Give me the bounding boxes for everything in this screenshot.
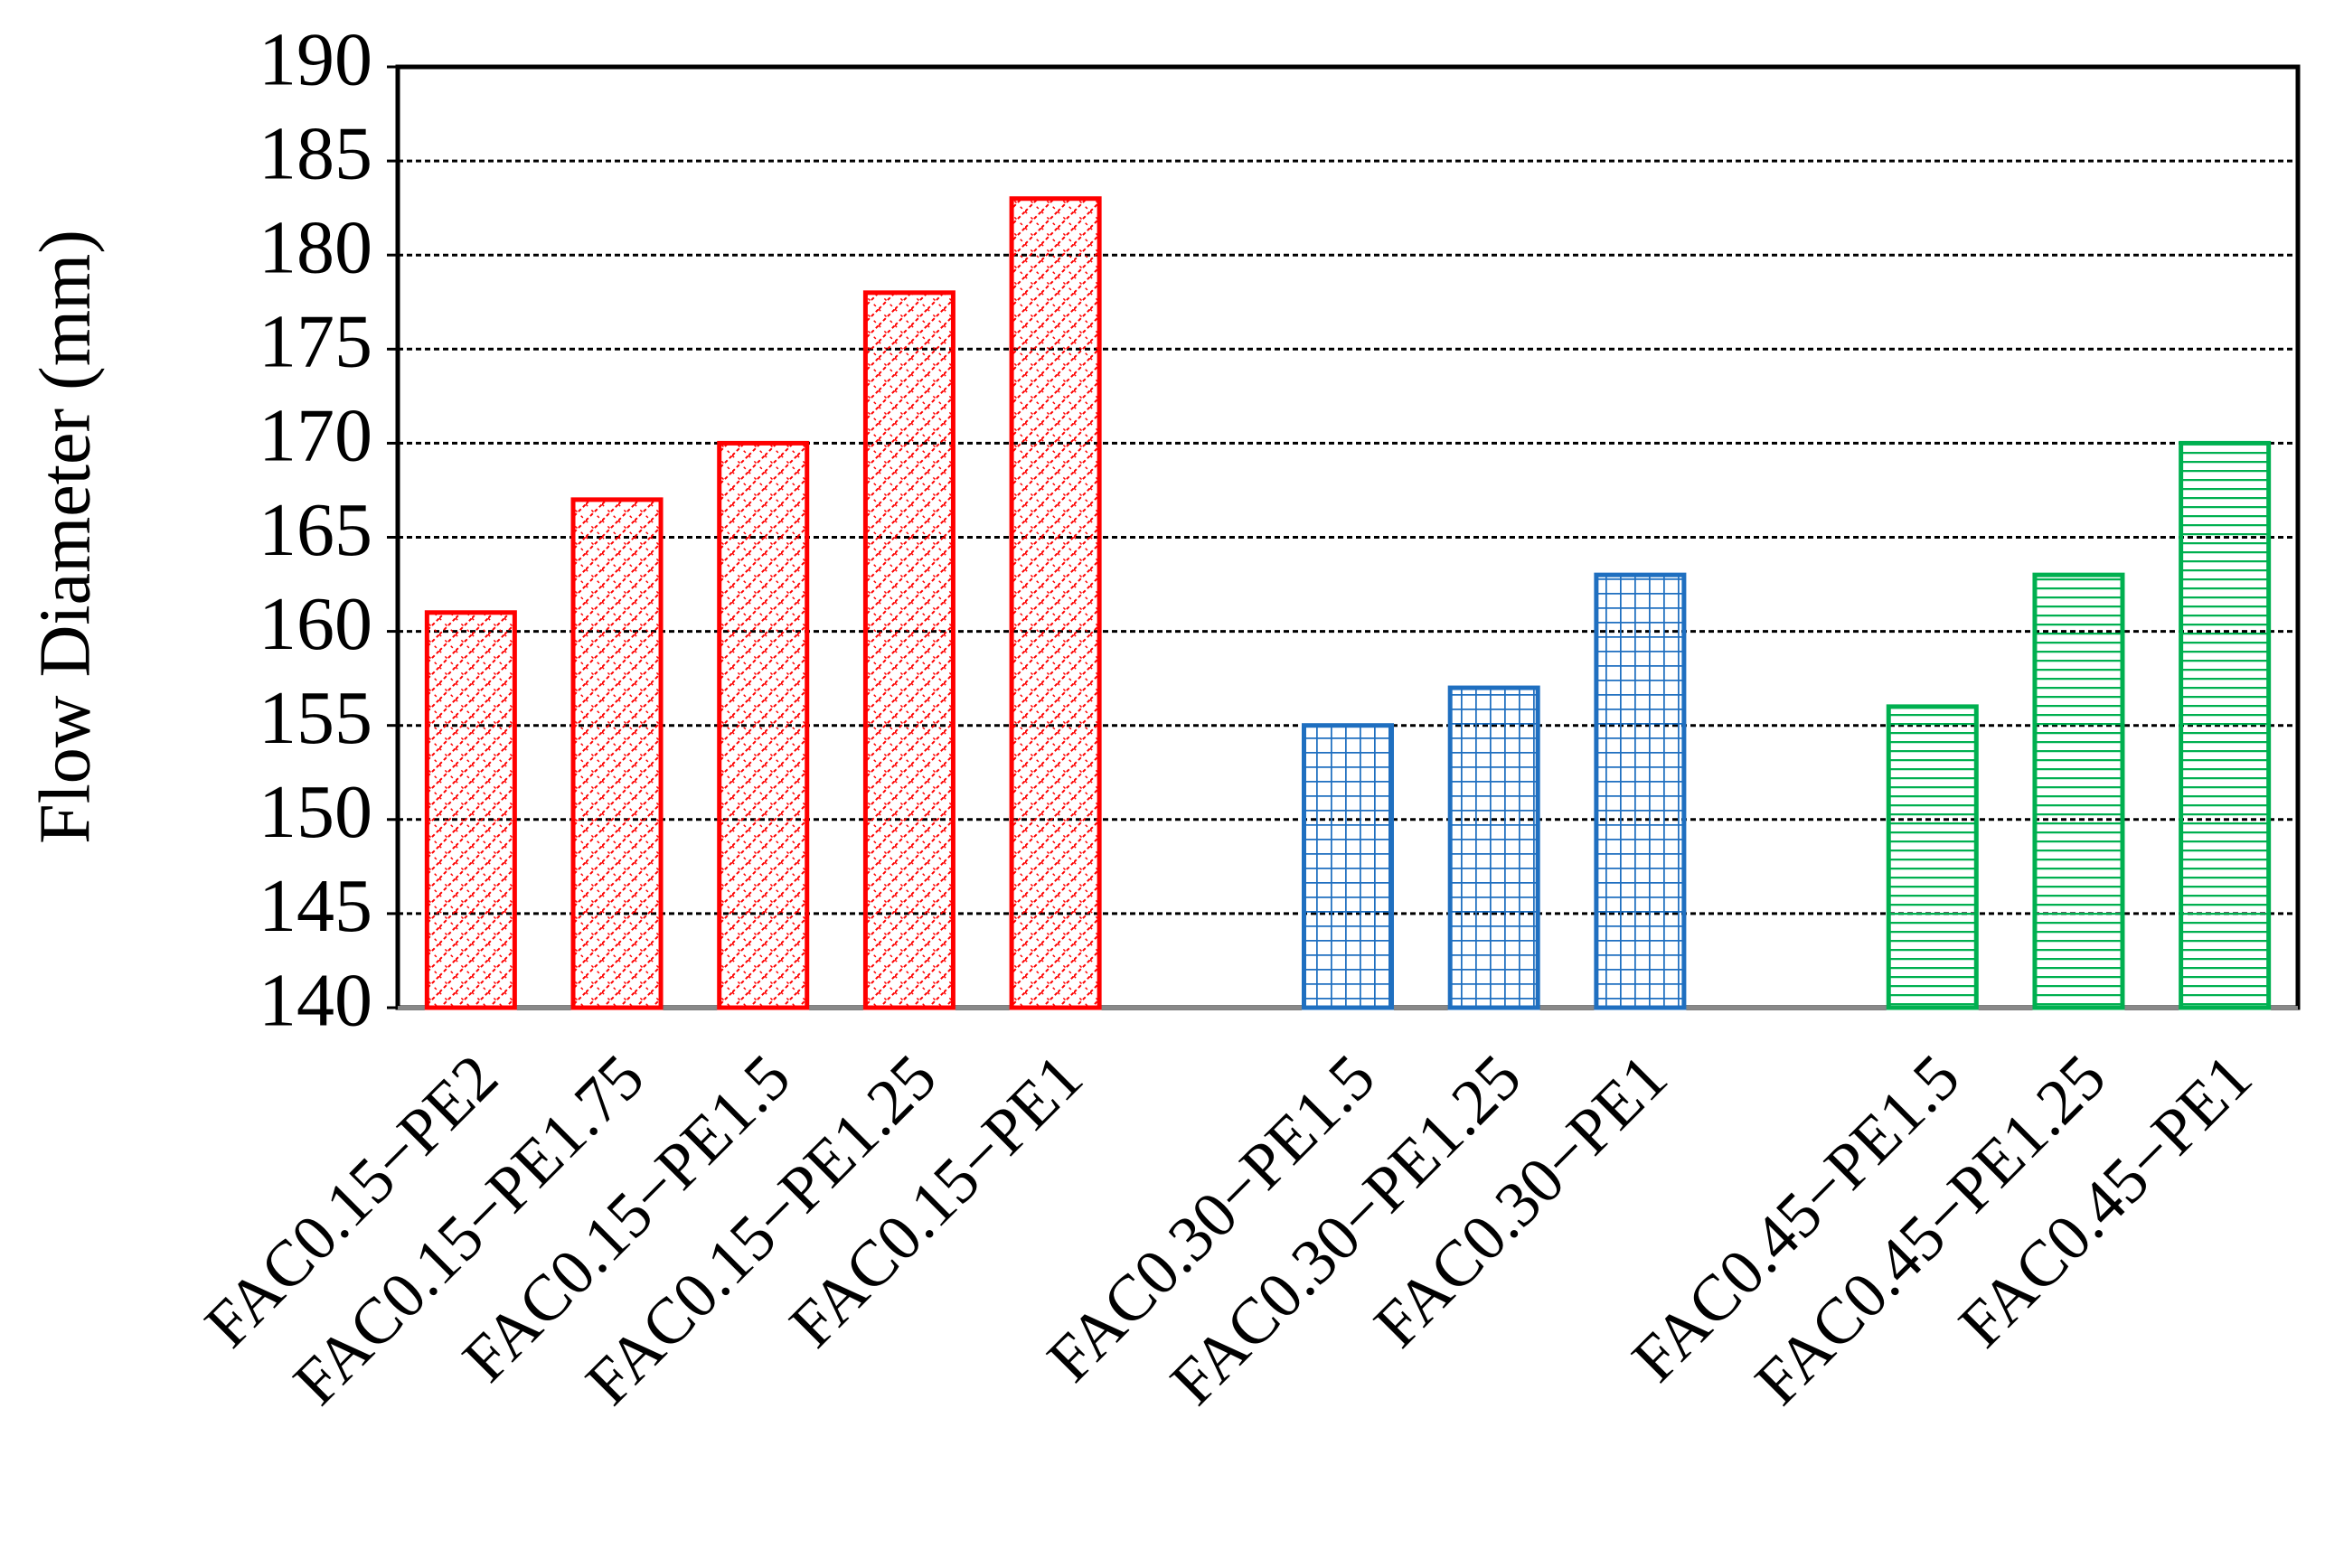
y-tick-label: 145 bbox=[259, 864, 372, 948]
y-tick-label: 165 bbox=[259, 488, 372, 572]
y-tick-label: 155 bbox=[259, 676, 372, 760]
bar bbox=[1301, 723, 1395, 1010]
y-tick-label: 150 bbox=[259, 770, 372, 854]
bar bbox=[1594, 572, 1687, 1010]
y-tick-label: 170 bbox=[259, 394, 372, 478]
y-tick-label: 185 bbox=[259, 111, 372, 195]
bar bbox=[424, 610, 517, 1010]
bar bbox=[2032, 572, 2125, 1010]
bar bbox=[2179, 440, 2272, 1010]
y-tick-label: 190 bbox=[259, 17, 372, 101]
bar bbox=[570, 497, 664, 1010]
bar bbox=[717, 440, 810, 1010]
y-axis-title: Flow Diameter (mm) bbox=[25, 230, 105, 844]
bar bbox=[1009, 196, 1102, 1010]
y-tick-label: 140 bbox=[259, 958, 372, 1042]
bar bbox=[1447, 685, 1540, 1010]
y-tick-label: 175 bbox=[259, 300, 372, 384]
bar bbox=[1886, 704, 1979, 1010]
bar bbox=[862, 290, 955, 1010]
y-tick-label: 180 bbox=[259, 205, 372, 289]
y-tick-label: 160 bbox=[259, 582, 372, 666]
